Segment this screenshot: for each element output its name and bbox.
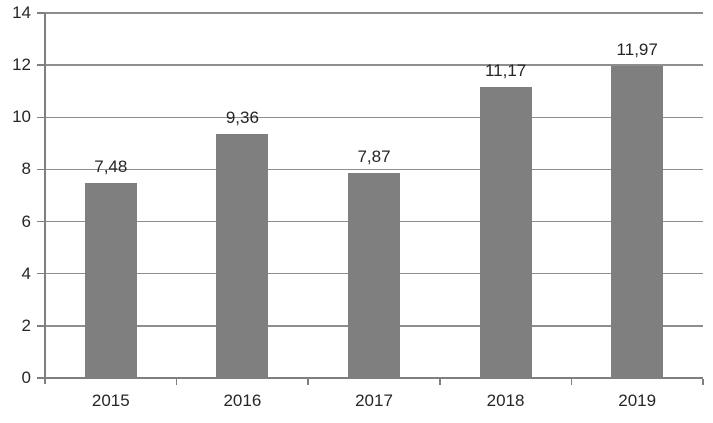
gridline-10 (45, 116, 703, 118)
y-axis-tick (37, 325, 45, 327)
y-axis-tick-label: 2 (21, 315, 31, 335)
y-axis-tick-label: 12 (12, 55, 31, 75)
x-axis-label-2019: 2019 (618, 391, 657, 410)
x-axis-tick (570, 379, 573, 385)
y-axis-tick-label: 4 (21, 263, 31, 283)
value-label-2016: 9,36 (225, 107, 259, 127)
bar-2018 (479, 86, 532, 378)
y-axis-tick (37, 220, 45, 223)
value-label-2015: 7,48 (94, 156, 128, 176)
y-axis-tick-label: 6 (21, 211, 31, 231)
x-axis-line (45, 377, 703, 379)
value-label-2019: 11,97 (616, 39, 658, 59)
x-axis-label-2015: 2015 (91, 391, 130, 410)
y-axis-tick (37, 168, 45, 171)
y-axis-tick-label: 14 (12, 3, 31, 22)
y-axis-tick (37, 12, 45, 14)
bar-2015 (84, 182, 137, 378)
y-axis-tick (37, 64, 45, 66)
y-axis-tick (37, 377, 45, 379)
x-axis-tick (702, 379, 704, 385)
x-axis-tick (175, 379, 178, 385)
gridline-14 (45, 12, 703, 14)
y-axis-tick (37, 116, 45, 118)
y-axis-tick-label: 0 (21, 368, 31, 387)
bar-2017 (348, 172, 400, 378)
gridline-12 (45, 64, 703, 66)
y-axis-tick-label: 10 (12, 107, 31, 127)
x-axis-label-2018: 2018 (486, 391, 525, 410)
value-label-2017: 7,87 (357, 146, 391, 166)
value-label-2018: 11,17 (484, 60, 527, 80)
y-axis-line (44, 13, 46, 384)
gridline-8 (45, 168, 703, 171)
x-axis-tick (439, 379, 441, 385)
y-axis-tick (37, 273, 45, 275)
bar-2016 (216, 133, 269, 378)
x-axis-label-2017: 2017 (355, 391, 393, 410)
bar-2019 (611, 65, 664, 378)
x-axis-label-2016: 2016 (223, 391, 262, 410)
x-axis-tick (307, 379, 309, 385)
y-axis-tick-label: 8 (21, 159, 31, 179)
